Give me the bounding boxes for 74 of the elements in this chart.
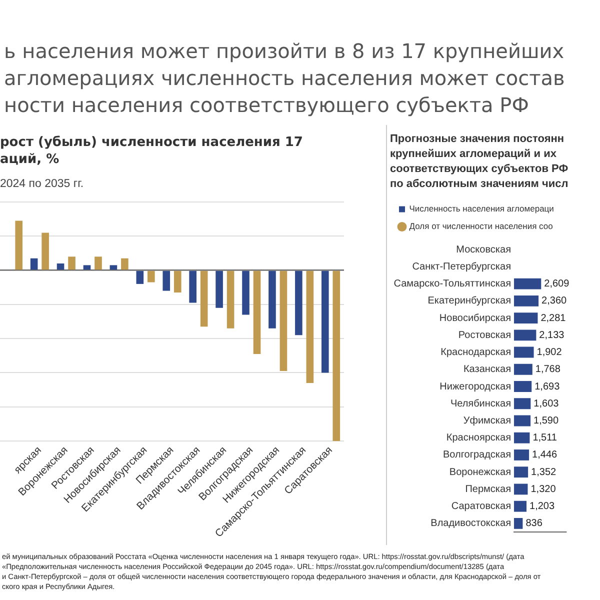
data-label: 1,511 [532, 432, 558, 444]
data-label: 1,203 [530, 501, 555, 512]
data-label: 1,352 [531, 466, 557, 478]
bar [514, 278, 542, 290]
bar [94, 256, 102, 270]
bar [514, 450, 530, 460]
bar [514, 484, 528, 495]
bar [189, 270, 196, 303]
bar [295, 270, 302, 336]
data-label: 836 [526, 518, 543, 530]
bar [56, 263, 64, 270]
y-tick-label: Уфимская [463, 415, 511, 426]
bar [514, 500, 527, 512]
bar [68, 256, 76, 270]
bar [514, 398, 531, 410]
y-tick-label: Ростовская [458, 330, 511, 341]
data-label: 2,281 [540, 312, 566, 324]
y-tick-label: Московская [456, 244, 511, 256]
data-label: 1,590 [534, 415, 559, 426]
y-tick-label: Красноярская [446, 432, 511, 444]
data-label: 1,693 [534, 381, 560, 392]
bar [253, 270, 261, 354]
bar [514, 381, 532, 392]
y-tick-label: Казанская [463, 364, 511, 376]
chart-subtitle: 2024 по 2035 гг. [0, 178, 85, 190]
bar [514, 466, 528, 478]
y-tick-label: Самарско-Тольяттинская [394, 278, 511, 290]
bar [514, 346, 534, 358]
bar [15, 220, 23, 270]
bar [42, 232, 49, 270]
data-label: 1,446 [532, 450, 558, 461]
text: ь населения может произойти в 8 из 17 крупнейших агломерациях численность населения может состав ности населения соответствующего субъекта РФ [4, 38, 565, 119]
bar [216, 270, 223, 308]
y-tick-label: Челябинская [450, 398, 511, 410]
bar [514, 295, 539, 306]
legend-label: Численность населения агломераци [409, 204, 554, 214]
bar [514, 415, 531, 426]
bar [514, 364, 532, 375]
bar [514, 518, 523, 529]
bar [30, 258, 38, 270]
bar [136, 270, 144, 284]
legend-label: Доля от численности населения соо [409, 221, 554, 232]
bar [162, 270, 170, 291]
bar [83, 265, 91, 270]
data-label: 1,768 [535, 364, 561, 376]
chart-title: Прогнозные значения постоянн крупнейших агломераций и их соответствующих субъектов РФ по абсолютным значениям числ [390, 132, 570, 192]
bar [514, 312, 538, 324]
data-label: 1,603 [534, 398, 560, 410]
data-label: 2,133 [539, 330, 565, 341]
bar [174, 270, 182, 292]
bar [110, 265, 118, 270]
bar [280, 270, 288, 372]
y-tick-label: Екатеринбургская [428, 296, 511, 307]
bar [121, 258, 128, 270]
bar [306, 270, 314, 383]
y-tick-label: Новосибирская [439, 312, 511, 324]
y-tick-label: Владивостокская [430, 518, 511, 530]
bar [226, 270, 234, 328]
y-tick-label: Краснодарская [440, 347, 511, 358]
bar [332, 270, 340, 442]
data-label: 2,609 [544, 278, 570, 290]
data-label: 1,902 [536, 347, 562, 358]
bar [242, 270, 250, 315]
bar [200, 270, 208, 327]
bar [268, 270, 276, 328]
y-tick-label: Санкт-Петербургская [412, 261, 511, 272]
bar [514, 432, 530, 444]
chart-title: рост (убыль) численности населения 17 аций, % [0, 134, 304, 168]
bar [321, 270, 329, 373]
bar [514, 330, 536, 341]
data-label: 1,320 [530, 484, 556, 495]
bar [148, 270, 155, 282]
y-tick-label: Нижегородская [440, 381, 511, 392]
data-label: 2,360 [542, 296, 568, 307]
